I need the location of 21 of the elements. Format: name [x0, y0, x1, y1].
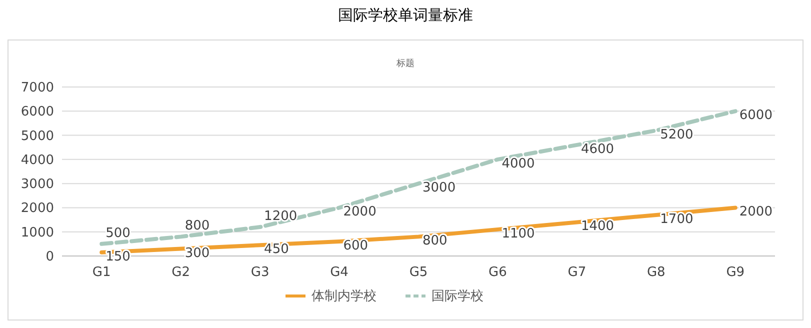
ytick: 6000	[20, 104, 54, 120]
ytick: 7000	[20, 80, 54, 96]
ytick: 0	[46, 250, 54, 264]
legend-label: 国际学校	[432, 289, 484, 304]
xtick: G6	[488, 265, 507, 280]
xtick: G9	[726, 265, 745, 280]
xtick: G7	[568, 265, 586, 280]
ytick: 2000	[20, 201, 54, 216]
xtick: G4	[330, 265, 348, 280]
xtick: G1	[92, 265, 111, 280]
xtick: G3	[250, 265, 270, 280]
ytick: 1000	[20, 225, 54, 240]
ytick: 3000	[20, 177, 54, 192]
legend-label: 体制内学校	[312, 289, 376, 304]
xtick: G2	[172, 265, 190, 280]
ytick: 4000	[20, 152, 54, 168]
xtick: G5	[409, 265, 428, 280]
ytick: 5000	[20, 128, 54, 144]
subtitle: 标题	[396, 59, 414, 69]
title: 国际学校单词量标准	[338, 6, 473, 24]
xtick: G8	[646, 265, 666, 280]
